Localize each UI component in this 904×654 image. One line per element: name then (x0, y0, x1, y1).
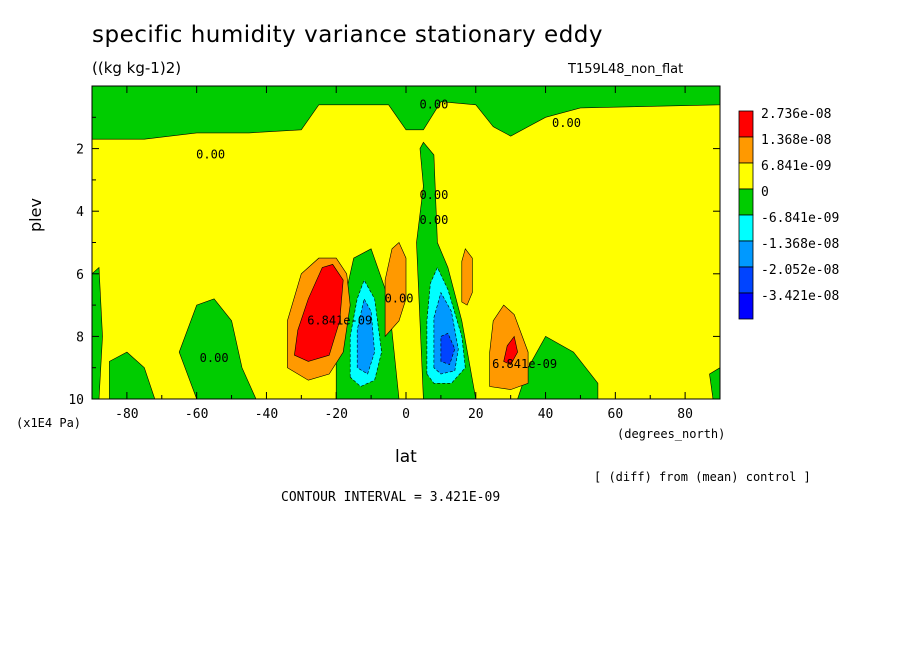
axes: -80 -60 -40 -20 0 20 40 60 80 2 4 6 8 10 (68, 85, 721, 422)
contour-region-negative_extreme (440, 332, 456, 365)
y-tick-label: 2 (76, 143, 84, 158)
x-tick-label: 40 (538, 407, 554, 422)
run-label: T159L48_non_flat (568, 62, 684, 77)
contour-label: 0.00 (196, 147, 225, 161)
y-tick-label: 4 (76, 205, 84, 220)
legend-swatch (738, 162, 754, 190)
legend-swatch (738, 214, 754, 242)
legend-swatch (738, 136, 754, 164)
contour-label: 0.00 (419, 97, 448, 111)
legend-label: 0 (761, 185, 769, 200)
y-tick-label: 6 (76, 268, 84, 283)
y-axis-unit: (x1E4 Pa) (16, 416, 82, 430)
chart-title: specific humidity variance stationary ed… (92, 22, 604, 48)
contour-region-positive_high (294, 264, 344, 362)
x-tick-label: 80 (677, 407, 693, 422)
contour-label: 0.00 (419, 213, 448, 227)
legend-label: -1.368e-08 (761, 237, 839, 252)
x-tick-label: -40 (255, 407, 278, 422)
contour-region-negative_small (178, 298, 257, 400)
legend-swatch (738, 266, 754, 294)
legend-swatch (738, 188, 754, 216)
legend-swatch (738, 292, 754, 320)
contour-label: 0.00 (419, 188, 448, 202)
contour-region-positive_high (503, 335, 518, 365)
contour-region-negative_strong (356, 297, 375, 375)
chart-units: ((kg kg-1)2) (92, 59, 182, 77)
y-tick-label: 8 (76, 330, 84, 345)
legend-label: 6.841e-09 (761, 159, 831, 174)
contour-interval: CONTOUR INTERVAL = 3.421E-09 (281, 490, 501, 505)
legend-label: -2.052e-08 (761, 263, 839, 278)
legend-swatch (738, 110, 754, 138)
contour-region-positive_mid (384, 242, 407, 338)
x-tick-label: 0 (402, 407, 410, 422)
contour-label: 0.00 (552, 116, 581, 130)
legend-label: -3.421e-08 (761, 289, 839, 304)
legend-label: -6.841e-09 (761, 211, 839, 226)
diff-note: [ (diff) from (mean) control ] (594, 470, 811, 484)
x-tick-label: 20 (468, 407, 484, 422)
x-axis-label: lat (395, 447, 417, 467)
y-tick-label: 10 (68, 393, 84, 408)
contour-region-negative_small (91, 85, 721, 140)
color-legend: 2.736e-08 1.368e-08 6.841e-09 0 -6.841e-09 -1… (738, 107, 839, 320)
plot-area: 0.00 0.00 0.00 0.00 0.00 0.00 0.00 6.841e-09 6.8… (91, 85, 721, 400)
legend-label: 1.368e-08 (761, 133, 831, 148)
x-axis-unit: (degrees_north) (617, 427, 726, 441)
contour-region-positive_mid (461, 248, 473, 306)
x-tick-label: 60 (608, 407, 624, 422)
contour-label: 6.841e-09 (492, 357, 557, 371)
x-tick-label: -80 (115, 407, 138, 422)
contour-label: 0.00 (385, 291, 414, 305)
x-tick-label: -60 (185, 407, 208, 422)
x-tick-label: -20 (324, 407, 347, 422)
legend-label: 2.736e-08 (761, 107, 831, 122)
contour-label: 6.841e-09 (307, 313, 372, 327)
legend-swatch (738, 240, 754, 268)
contour-label: 0.00 (200, 351, 229, 365)
